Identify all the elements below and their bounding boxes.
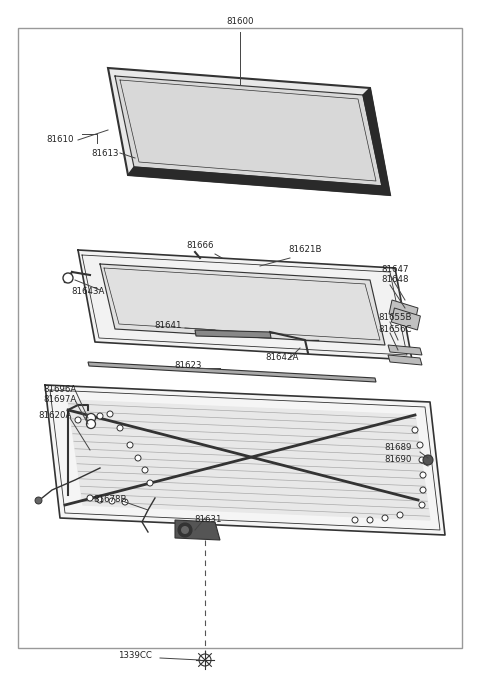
Text: 81621B: 81621B [288, 245, 322, 254]
Polygon shape [388, 355, 422, 365]
Circle shape [122, 499, 128, 505]
Polygon shape [128, 167, 390, 195]
Polygon shape [108, 68, 390, 195]
Circle shape [87, 495, 93, 501]
Circle shape [97, 413, 103, 419]
Text: 81600: 81600 [226, 18, 254, 26]
Text: 81648: 81648 [381, 275, 409, 285]
Circle shape [419, 457, 425, 463]
Text: 81623: 81623 [174, 361, 202, 370]
Polygon shape [115, 76, 382, 186]
Circle shape [135, 455, 141, 461]
Circle shape [417, 442, 423, 448]
Circle shape [367, 517, 373, 523]
Text: 81689: 81689 [384, 443, 412, 452]
Text: 81610: 81610 [46, 136, 74, 144]
Circle shape [127, 442, 133, 448]
Text: 81613: 81613 [91, 148, 119, 157]
Text: 81647: 81647 [381, 266, 409, 275]
Polygon shape [363, 88, 390, 195]
Polygon shape [391, 308, 420, 330]
Circle shape [75, 417, 81, 423]
Circle shape [397, 512, 403, 518]
Text: 81697A: 81697A [43, 395, 77, 405]
Text: 81631: 81631 [194, 515, 222, 525]
Circle shape [382, 515, 388, 521]
Text: 81678B: 81678B [93, 496, 127, 504]
Polygon shape [175, 520, 220, 540]
Text: 81696A: 81696A [43, 386, 77, 395]
Text: 81690: 81690 [384, 456, 412, 464]
Polygon shape [389, 300, 418, 322]
Text: 81641: 81641 [154, 321, 182, 330]
Polygon shape [100, 264, 385, 345]
Text: 81643A: 81643A [72, 287, 105, 296]
Circle shape [109, 498, 115, 504]
Polygon shape [195, 330, 271, 338]
Polygon shape [88, 362, 376, 382]
Circle shape [423, 455, 433, 465]
Circle shape [63, 273, 73, 283]
Circle shape [147, 480, 153, 486]
Circle shape [117, 425, 123, 431]
Polygon shape [78, 250, 412, 360]
Text: 81620A: 81620A [38, 410, 72, 420]
Text: 1339CC: 1339CC [118, 650, 152, 660]
Polygon shape [388, 345, 422, 355]
Circle shape [178, 523, 192, 537]
Circle shape [412, 427, 418, 433]
Circle shape [181, 526, 189, 534]
Text: 81642A: 81642A [265, 353, 299, 363]
Circle shape [107, 411, 113, 417]
Text: 81666: 81666 [186, 241, 214, 250]
Polygon shape [68, 400, 430, 520]
Circle shape [97, 497, 103, 503]
Text: 81656C: 81656C [378, 325, 412, 334]
Circle shape [199, 654, 211, 666]
Circle shape [352, 517, 358, 523]
Circle shape [142, 467, 148, 473]
Circle shape [420, 487, 426, 493]
Circle shape [420, 472, 426, 478]
Circle shape [419, 502, 425, 508]
Polygon shape [45, 385, 445, 535]
Circle shape [86, 415, 92, 421]
Circle shape [86, 420, 96, 428]
Circle shape [86, 414, 96, 422]
Text: 81655B: 81655B [378, 313, 412, 323]
